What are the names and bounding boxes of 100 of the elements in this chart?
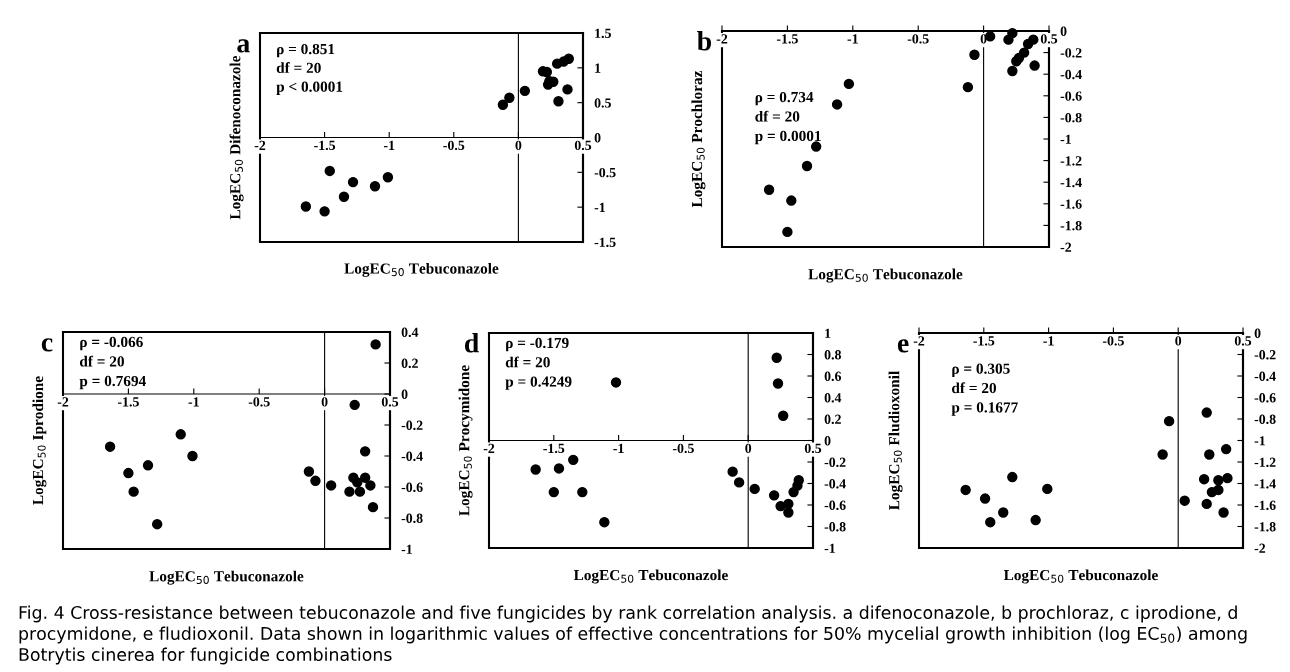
x-tick-label: -2 [254,140,266,150]
y-tick-label: -0.4 [824,479,846,489]
y-axis-title: LogEC$_{50}$ Procymidone [458,365,473,516]
x-tick-label: -0.5 [672,443,694,454]
y-tick-label: -1.2 [1060,156,1082,166]
x-tick-label: -1 [383,140,395,150]
x-tick-label: -1.5 [973,336,995,346]
x-tick-label: -1.5 [117,397,139,407]
annotation: ρ = 0.734 [755,91,814,106]
x-tick-label: -1 [188,397,199,407]
y-tick-label: -0.4 [1254,371,1276,382]
x-tick-label: 0.5 [804,443,822,454]
y-tick-label: 0 [401,389,408,399]
y-tick-label: 0 [1254,328,1261,338]
x-tick-label: -0.5 [907,34,929,44]
chart-title: e [897,339,909,353]
annotation: df = 20 [505,356,550,368]
y-tick-label: -0.8 [1060,112,1082,123]
y-tick-label: -2 [1254,543,1266,553]
y-tick-label: -0.4 [401,451,423,462]
x-tick-label: 0 [745,443,752,454]
x-tick-label: -1 [613,443,624,453]
y-tick-label: -0.8 [1254,414,1276,425]
y-tick-label: -1.6 [1060,199,1082,209]
y-tick-label: -0.2 [824,457,846,468]
y-tick-label: -1 [594,202,605,212]
annotation: df = 20 [79,355,124,367]
chart-title: b [697,31,712,51]
x-tick-label: 0.5 [1040,34,1058,44]
y-tick-label: -1.8 [1254,522,1276,532]
x-tick-label: -0.5 [1102,336,1124,346]
text: procymidone, e fludioxonil. Data shown in logarithmic values of effective concentrations for 50% mycelial growth inhibition (log EC$_{50}$) among [19,626,1247,644]
y-tick-label: -0.8 [824,522,846,532]
y-tick-label: -1.2 [1254,457,1276,468]
x-tick-label: -2 [716,34,728,44]
x-tick-label: -1 [1043,336,1054,346]
x-tick-label: -1.5 [776,34,798,44]
x-tick-label: 0 [980,34,987,44]
y-tick-label: -1.4 [1254,479,1276,489]
x-tick-label: 0.5 [381,397,399,407]
annotation: df = 20 [755,110,800,122]
y-tick-label: -2 [1060,242,1072,252]
x-axis-title: LogEC$_{50}$ Tebuconazole [149,570,304,585]
y-tick-label: -0.2 [1254,350,1276,360]
y-tick-label: -0.6 [1060,91,1082,101]
y-tick-label: -0.2 [401,420,423,431]
x-tick-label: -2 [913,336,925,346]
x-tick-label: -2 [57,397,69,407]
y-tick-label: -1.8 [1060,220,1082,231]
annotation: p = 0.0001 [754,130,821,145]
y-tick-label: 1 [595,63,601,73]
chart-title: c [41,338,53,352]
chart-title: a [237,39,250,53]
y-tick-label: 0.6 [824,371,842,382]
y-tick-label: 0.4 [824,393,842,403]
x-tick-label: 0.5 [574,140,592,151]
y-tick-label: -1.4 [1060,177,1082,188]
y-tick-label: -0.5 [594,167,616,178]
y-tick-label: 0.4 [401,327,419,338]
y-tick-label: 0.2 [401,358,418,369]
y-tick-label: 0 [824,436,831,446]
y-tick-label: -1 [401,544,412,554]
y-tick-label: 0.2 [824,414,841,425]
y-tick-label: -0.8 [401,513,423,524]
caption: Fig. 4 Cross-resistance between tebuconazole and five fungicides by rank correlation analysis. a difenoconazole, b prochloraz, c iprodione, d [19,605,1237,623]
y-axis-title: LogEC$_{50}$ Difenoconazole [229,55,244,220]
x-tick-label: -2 [483,443,495,453]
y-tick-label: 0.5 [594,98,611,108]
y-tick-label: -1.6 [1254,500,1276,511]
annotation: ρ = -0.066 [80,336,143,351]
y-tick-label: -0.6 [824,500,846,511]
y-tick-label: -1 [824,543,835,553]
x-tick-label: -0.5 [248,397,270,407]
y-tick-label: 0.8 [824,350,842,360]
x-tick-label: 0 [515,140,522,151]
y-tick-label: -0.6 [1254,393,1276,403]
x-tick-label: -1.5 [543,443,565,454]
y-tick-label: 1 [825,328,831,338]
y-axis-title: LogEC$_{50}$ Prochloraz [691,70,706,208]
annotation: p = 0.7694 [79,375,146,390]
y-tick-label: 0 [594,133,601,143]
annotation: ρ = -0.179 [506,337,569,352]
y-axis-title: LogEC$_{50}$ Fludioxonil [888,371,903,510]
annotation: df = 20 [952,382,997,394]
annotation: p < 0.0001 [276,81,343,95]
x-tick-label: 0.5 [1234,336,1252,346]
y-tick-label: -0.6 [401,482,423,493]
y-tick-label: -1.5 [594,237,616,248]
y-tick-label: -0.2 [1060,48,1082,58]
text: Botrytis cinerea for fungicide combinations [19,647,392,665]
x-axis-title: LogEC$_{50}$ Tebuconazole [573,569,728,584]
y-tick-label: -0.4 [1060,69,1082,80]
x-axis-title: LogEC$_{50}$ Tebuconazole [1003,569,1158,584]
annotation: ρ = 0.305 [952,363,1010,377]
x-tick-label: 0 [321,397,328,407]
x-tick-label: -1 [847,34,858,44]
y-tick-label: 0 [1060,26,1067,36]
x-tick-label: -0.5 [443,140,465,151]
y-axis-title: LogEC$_{50}$ Iprodione [32,376,47,505]
y-tick-label: 1.5 [595,28,611,39]
